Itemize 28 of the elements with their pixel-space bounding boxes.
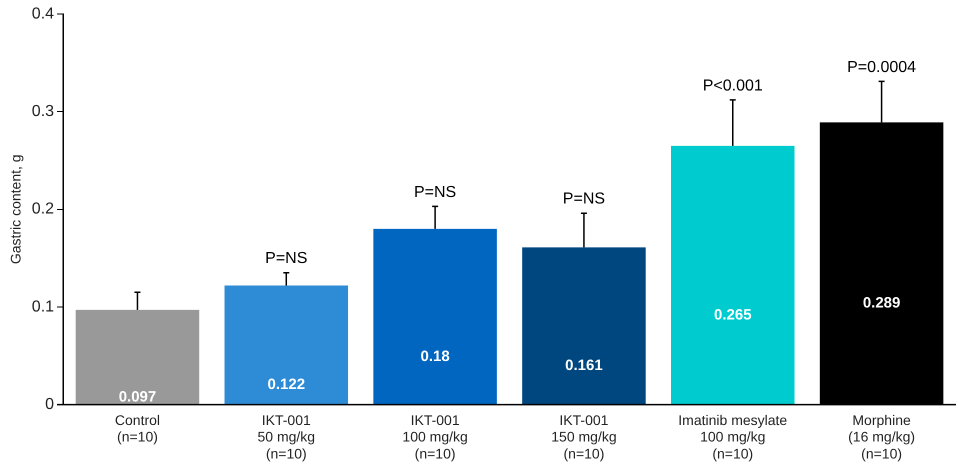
- data-label: 0.18: [420, 348, 450, 365]
- y-tick-label: 0.3: [32, 103, 54, 120]
- x-tick-label: IKT-001 50 mg/kg (n=10): [257, 412, 316, 462]
- annotation: P=NS: [265, 250, 308, 268]
- data-label: 0.097: [118, 388, 156, 406]
- annotation: P=NS: [414, 184, 456, 201]
- x-tick-label: Morphine (16 mg/kg) (n=10): [848, 412, 916, 462]
- bar: [76, 310, 200, 404]
- x-tick-label: IKT-001 150 mg/kg (n=10): [551, 412, 617, 462]
- x-tick-label: IKT-001 100 mg/kg (n=10): [402, 412, 468, 462]
- annotation: P=NS: [562, 190, 606, 208]
- data-label: 0.289: [862, 294, 900, 312]
- bar: [373, 228, 497, 404]
- y-axis-title: Gastric content, g: [7, 154, 24, 264]
- bar: [522, 247, 646, 404]
- data-label: 0.161: [565, 357, 603, 374]
- bar: [224, 285, 348, 404]
- y-tick-label: 0.4: [32, 5, 54, 22]
- y-tick-label: 0: [45, 396, 54, 414]
- x-tick-label: Control (n=10): [114, 412, 160, 445]
- annotation: P=0.0004: [847, 58, 916, 76]
- x-tick-label: Imatinib mesylate 100 mg/kg (n=10): [678, 412, 788, 462]
- annotation: P<0.001: [702, 77, 763, 94]
- data-label: 0.265: [714, 306, 752, 324]
- y-tick-label: 0.2: [32, 200, 54, 218]
- bar: [671, 146, 795, 404]
- y-tick-label: 0.1: [32, 298, 54, 316]
- data-label: 0.122: [268, 376, 306, 394]
